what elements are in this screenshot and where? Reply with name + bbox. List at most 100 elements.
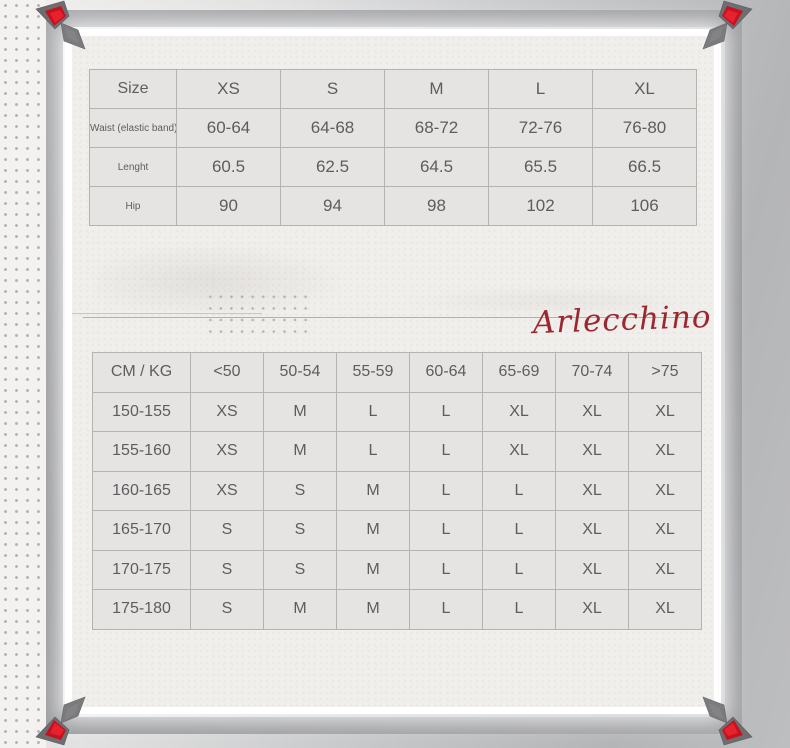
- value-cell: XL: [555, 589, 629, 630]
- value-cell: L: [409, 510, 483, 551]
- row-label-cell: Waist (elastic band): [89, 108, 177, 148]
- value-cell: XL: [628, 391, 702, 432]
- value-cell: M: [336, 470, 410, 511]
- value-cell: S: [263, 549, 337, 590]
- divider-line: [83, 317, 703, 318]
- value-cell: 65.5: [488, 147, 593, 187]
- value-cell: M: [263, 391, 337, 432]
- table-row: 170-175 S S M L L XL XL: [92, 549, 702, 590]
- value-cell: L: [409, 470, 483, 511]
- value-cell: S: [190, 549, 264, 590]
- row-label-cell: 175-180: [92, 589, 191, 630]
- column-header-cell: 70-74: [555, 352, 629, 393]
- data-table: Size XS S M L XL Waist (elastic band) 60-64 64-6…: [89, 69, 697, 226]
- row-label-cell: 160-165: [92, 470, 191, 511]
- value-cell: S: [263, 470, 337, 511]
- table-row: 165-170 S S M L L XL XL: [92, 510, 702, 551]
- value-cell: L: [409, 391, 483, 432]
- dots-decoration: [205, 291, 311, 338]
- value-cell: XL: [482, 391, 556, 432]
- column-header-cell: M: [384, 69, 489, 109]
- table-row: 150-155 XS M L L XL XL XL: [92, 391, 702, 432]
- header-row: Size XS S M L XL: [89, 69, 697, 109]
- row-label-cell: Hip: [89, 186, 177, 226]
- value-cell: XS: [190, 431, 264, 472]
- value-cell: XL: [555, 470, 629, 511]
- value-cell: 98: [384, 186, 489, 226]
- data-table: CM / KG <50 50-54 55-59 60-64 65-69 70-74 >75 15…: [92, 352, 702, 630]
- column-header-cell: <50: [190, 352, 264, 393]
- value-cell: 102: [488, 186, 593, 226]
- value-cell: XS: [190, 391, 264, 432]
- frame-corner-ornament-top-left: [35, 0, 86, 50]
- value-cell: L: [336, 431, 410, 472]
- table-row: 155-160 XS M L L XL XL XL: [92, 431, 702, 472]
- value-cell: L: [409, 549, 483, 590]
- size-recommendation-table: CM / KG <50 50-54 55-59 60-64 65-69 70-74 >75 15…: [92, 352, 702, 630]
- value-cell: L: [482, 549, 556, 590]
- column-header-cell: S: [280, 69, 385, 109]
- value-cell: 64-68: [280, 108, 385, 148]
- value-cell: 90: [176, 186, 281, 226]
- frame-corner-ornament-top-right: [702, 0, 753, 50]
- frame-corner-ornament-bottom-right: [702, 696, 753, 746]
- row-label-cell: 170-175: [92, 549, 191, 590]
- corner-header-cell: Size: [89, 69, 177, 109]
- value-cell: XL: [555, 391, 629, 432]
- value-cell: L: [482, 510, 556, 551]
- value-cell: M: [336, 549, 410, 590]
- value-cell: M: [263, 589, 337, 630]
- value-cell: 76-80: [592, 108, 697, 148]
- column-header-cell: 60-64: [409, 352, 483, 393]
- value-cell: 66.5: [592, 147, 697, 187]
- row-label-cell: 150-155: [92, 391, 191, 432]
- value-cell: 60.5: [176, 147, 281, 187]
- value-cell: XL: [555, 549, 629, 590]
- row-label-cell: 165-170: [92, 510, 191, 551]
- value-cell: L: [409, 589, 483, 630]
- dotted-texture: [0, 0, 46, 748]
- value-cell: M: [263, 431, 337, 472]
- measurement-table: Size XS S M L XL Waist (elastic band) 60-64 64-6…: [89, 69, 697, 226]
- content-panel: Size XS S M L XL Waist (elastic band) 60-64 64-6…: [72, 36, 714, 707]
- value-cell: L: [336, 391, 410, 432]
- value-cell: 68-72: [384, 108, 489, 148]
- value-cell: 106: [592, 186, 697, 226]
- value-cell: M: [336, 510, 410, 551]
- frame-corner-ornament-bottom-left: [35, 696, 86, 746]
- row-label-cell: Lenght: [89, 147, 177, 187]
- header-row: CM / KG <50 50-54 55-59 60-64 65-69 70-74 >75: [92, 352, 702, 393]
- divider-line-faint: [72, 313, 262, 314]
- value-cell: XL: [482, 431, 556, 472]
- table-row: Waist (elastic band) 60-64 64-68 68-72 72-76…: [89, 108, 697, 148]
- value-cell: S: [190, 510, 264, 551]
- column-header-cell: 65-69: [482, 352, 556, 393]
- column-header-cell: 55-59: [336, 352, 410, 393]
- value-cell: S: [190, 589, 264, 630]
- value-cell: L: [482, 470, 556, 511]
- column-header-cell: 50-54: [263, 352, 337, 393]
- value-cell: XL: [628, 431, 702, 472]
- smudge-artifact: [402, 286, 702, 316]
- value-cell: XL: [628, 549, 702, 590]
- value-cell: L: [409, 431, 483, 472]
- value-cell: 72-76: [488, 108, 593, 148]
- value-cell: 64.5: [384, 147, 489, 187]
- corner-header-cell: CM / KG: [92, 352, 191, 393]
- table-row: 175-180 S M M L L XL XL: [92, 589, 702, 630]
- column-header-cell: XL: [592, 69, 697, 109]
- value-cell: XL: [628, 589, 702, 630]
- value-cell: M: [336, 589, 410, 630]
- brand-script: Arlecchino: [532, 298, 713, 342]
- table-row: Hip 90 94 98 102 106: [89, 186, 697, 226]
- table-row: Lenght 60.5 62.5 64.5 65.5 66.5: [89, 147, 697, 187]
- row-label-cell: 155-160: [92, 431, 191, 472]
- value-cell: XS: [190, 470, 264, 511]
- table-row: 160-165 XS S M L L XL XL: [92, 470, 702, 511]
- column-header-cell: L: [488, 69, 593, 109]
- value-cell: L: [482, 589, 556, 630]
- value-cell: XL: [628, 470, 702, 511]
- value-cell: XL: [555, 431, 629, 472]
- value-cell: S: [263, 510, 337, 551]
